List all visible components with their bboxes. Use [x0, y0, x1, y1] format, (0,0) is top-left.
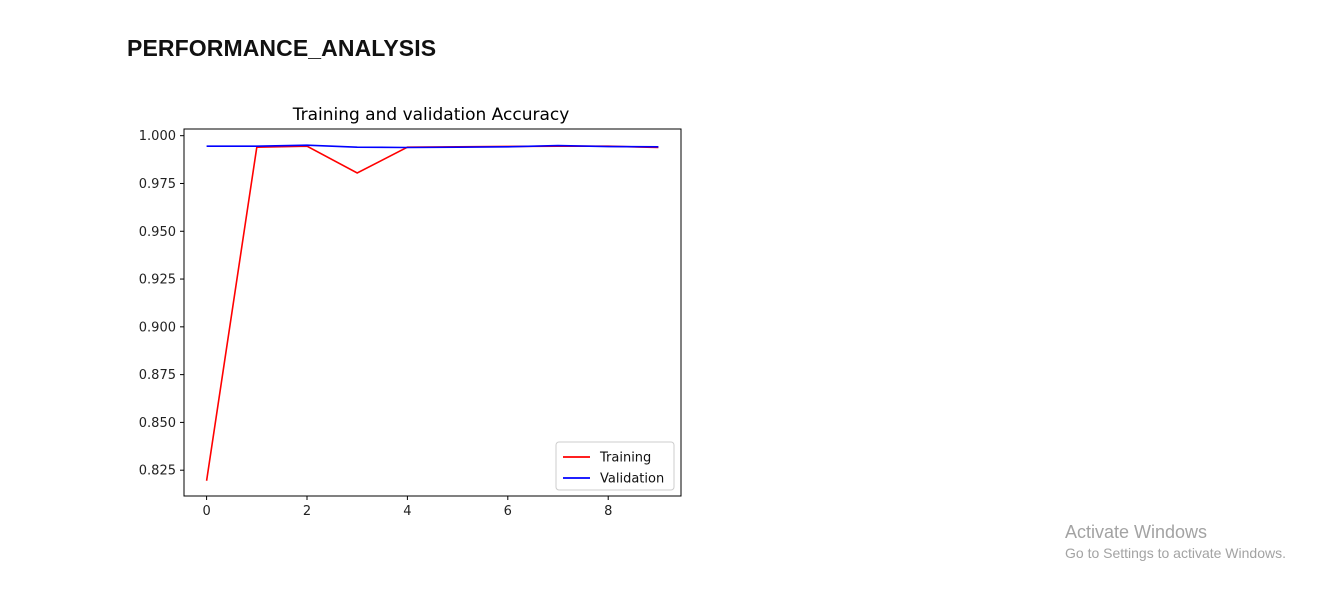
y-tick-label: 0.950: [139, 225, 176, 240]
accuracy-chart-svg: Training and validation Accuracy 0 2 4 6 8 0.…: [139, 105, 682, 519]
legend-label-training: Training: [599, 451, 651, 466]
chart-title: Training and validation Accuracy: [292, 105, 570, 125]
y-tick-label: 0.900: [139, 320, 176, 335]
axis-ticks: 0 2 4 6 8 0.825 0.850 0.875 0.900 0.925 0.950 0.975…: [139, 129, 613, 519]
legend-label-validation: Validation: [600, 472, 664, 487]
x-tick-label: 6: [504, 504, 512, 519]
y-tick-label: 0.825: [139, 464, 176, 479]
page-title: PERFORMANCE_ANALYSIS: [127, 35, 437, 61]
y-tick-label: 0.925: [139, 273, 176, 288]
y-tick-label: 1.000: [139, 129, 176, 144]
activation-title: Activate Windows: [1065, 522, 1208, 542]
plot-frame: [183, 128, 682, 497]
series-line-validation: [206, 144, 659, 149]
activation-subtitle: Go to Settings to activate Windows.: [1065, 545, 1286, 561]
series-lines: [205, 144, 659, 481]
series-line-training: [205, 145, 659, 481]
legend: Training Validation: [555, 441, 675, 491]
windows-activation-watermark: Activate Windows Go to Settings to activ…: [1065, 521, 1286, 563]
x-tick-label: 4: [403, 504, 411, 519]
x-tick-label: 0: [202, 504, 210, 519]
accuracy-chart: Training and validation Accuracy 0 2 4 6 8 0.…: [120, 100, 700, 545]
y-tick-label: 0.850: [139, 416, 176, 431]
x-tick-label: 2: [303, 504, 311, 519]
y-tick-label: 0.875: [139, 368, 176, 383]
y-tick-label: 0.975: [139, 177, 176, 192]
x-tick-label: 8: [604, 504, 612, 519]
